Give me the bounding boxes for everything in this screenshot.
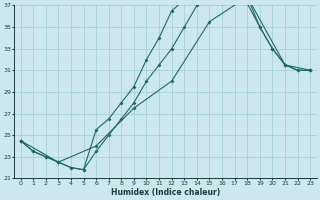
X-axis label: Humidex (Indice chaleur): Humidex (Indice chaleur) [111,188,220,197]
